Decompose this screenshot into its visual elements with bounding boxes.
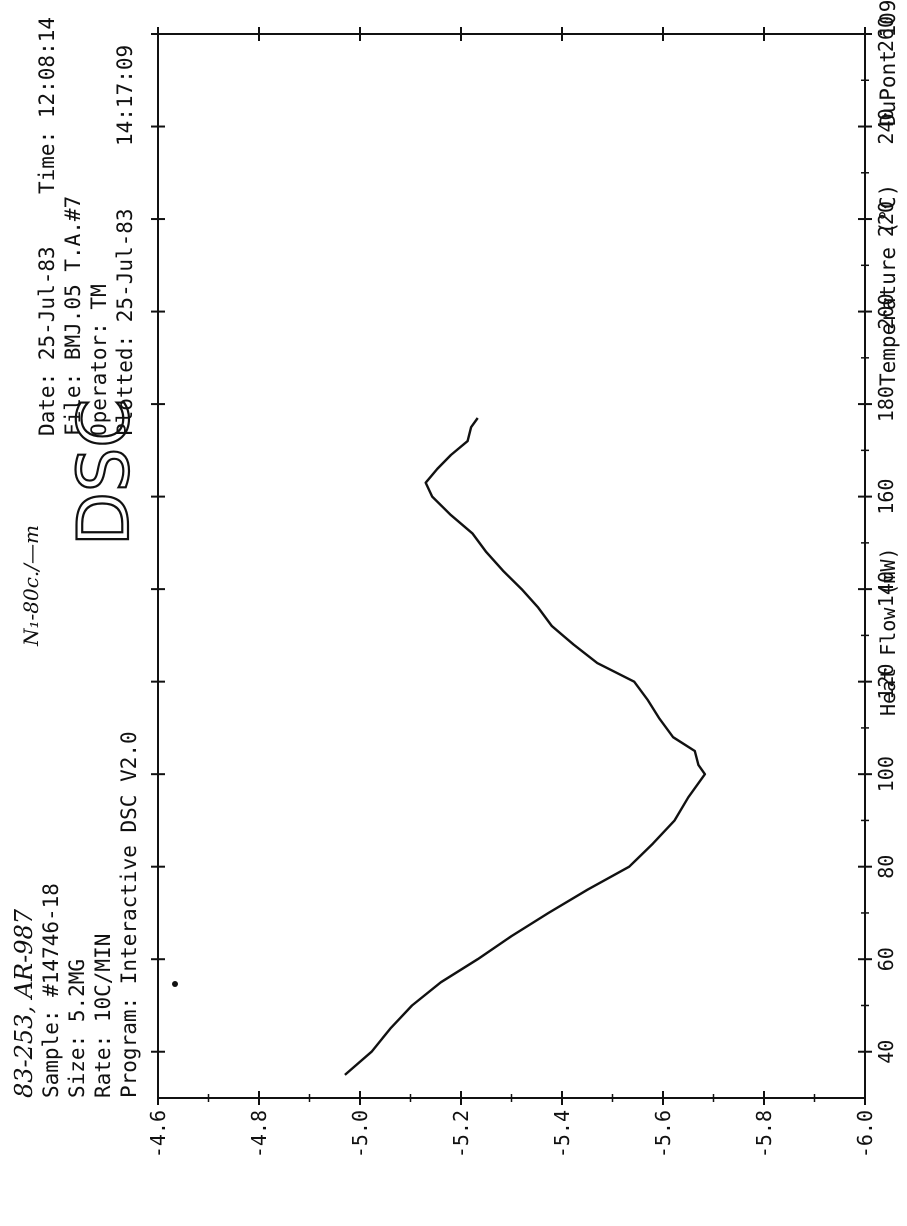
x-axis-title: Temperature (°C) [876, 184, 900, 386]
handwritten-sample-id: 83-253, AR-987 [10, 908, 38, 1098]
chart-title: DSC [63, 399, 145, 546]
series-line [344, 417, 707, 1076]
operator-label: Operator: TM [87, 284, 111, 436]
plot-frame [157, 33, 866, 1099]
x-tick-label: 220 [874, 201, 898, 237]
y-tick-label: -5.4 [550, 1110, 574, 1158]
rate-label: Rate: 10C/MIN [91, 934, 115, 1098]
y-tick-label: -5.0 [348, 1110, 372, 1158]
sample-label: Sample: #14746-18 [39, 883, 63, 1098]
plotted-label: Plotted: 25-Jul-83 [113, 208, 137, 436]
x-tick-label: 60 [874, 947, 898, 971]
y-tick-label: -4.8 [247, 1110, 271, 1158]
y-tick-label: -6.0 [853, 1110, 877, 1158]
x-tick-label: 260 [874, 16, 898, 52]
y-tick-label: -5.6 [651, 1110, 675, 1158]
y-tick-label: -5.2 [449, 1110, 473, 1158]
x-tick-label: 100 [874, 756, 898, 792]
x-tick-label: 180 [874, 386, 898, 422]
time-label: Time: 12:08:14 [35, 17, 59, 194]
plotted-time-label: 14:17:09 [113, 45, 137, 146]
x-axis-ticks: 40 60 80 100 120 140 160 180 200 220 240 260 [151, 16, 898, 1064]
file-label: File: BMJ.05 T.A.#7 [61, 196, 85, 436]
y-tick-label: -4.6 [146, 1110, 170, 1158]
x-tick-label: 240 [874, 108, 898, 144]
y-tick-label: -5.8 [752, 1110, 776, 1158]
y-axis-ticks: -6.0 -5.8 -5.6 -5.4 -5.2 -5.0 -4.8 -4.6 [146, 27, 877, 1158]
x-tick-label: 160 [874, 479, 898, 515]
handwritten-note: N₁-80c./—m [19, 525, 43, 647]
stray-dot [172, 981, 178, 987]
date-label: Date: 25-Jul-83 [35, 246, 59, 436]
series-group [344, 417, 707, 1076]
x-tick-label: 200 [874, 294, 898, 330]
x-tick-label: 80 [874, 855, 898, 879]
size-label: Size: 5.2MG [65, 959, 89, 1098]
x-tick-label: 40 [874, 1040, 898, 1064]
instrument-label: DuPont 1090 [876, 0, 900, 126]
y-axis-title: Heat Flow (mW) [876, 547, 900, 716]
x-tick-label: 120 [874, 664, 898, 700]
program-label: Program: Interactive DSC V2.0 [117, 731, 141, 1098]
x-tick-label: 140 [874, 571, 898, 607]
